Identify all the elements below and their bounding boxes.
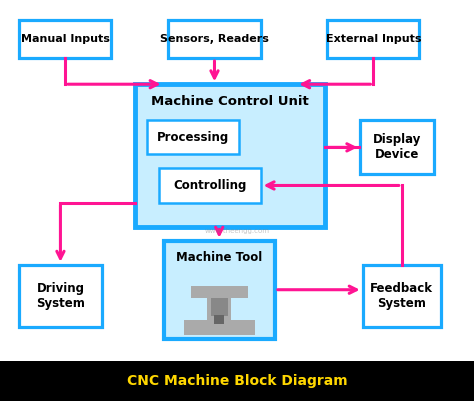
FancyBboxPatch shape (159, 168, 261, 203)
Text: Display
Device: Display Device (373, 134, 421, 161)
Text: Controlling: Controlling (173, 179, 246, 192)
Text: Manual Inputs: Manual Inputs (21, 34, 109, 44)
FancyBboxPatch shape (210, 298, 228, 316)
FancyBboxPatch shape (207, 298, 231, 320)
Text: Machine Control Unit: Machine Control Unit (151, 95, 309, 108)
Text: Feedback
System: Feedback System (370, 282, 433, 310)
Text: Machine Tool: Machine Tool (176, 251, 262, 263)
Text: Driving
System: Driving System (36, 282, 85, 310)
FancyBboxPatch shape (214, 315, 224, 324)
Text: Sensors, Readers: Sensors, Readers (160, 34, 269, 44)
FancyBboxPatch shape (147, 120, 239, 154)
FancyBboxPatch shape (191, 286, 247, 298)
FancyBboxPatch shape (183, 320, 255, 335)
FancyBboxPatch shape (360, 120, 434, 174)
Text: Processing: Processing (157, 131, 229, 144)
FancyBboxPatch shape (135, 84, 325, 227)
FancyBboxPatch shape (19, 265, 102, 327)
Text: www.theengg.com: www.theengg.com (204, 228, 270, 233)
FancyBboxPatch shape (363, 265, 441, 327)
FancyBboxPatch shape (0, 361, 474, 401)
FancyBboxPatch shape (327, 20, 419, 58)
Text: External Inputs: External Inputs (326, 34, 421, 44)
Text: CNC Machine Block Diagram: CNC Machine Block Diagram (127, 374, 347, 388)
FancyBboxPatch shape (19, 20, 111, 58)
FancyBboxPatch shape (164, 241, 275, 339)
FancyBboxPatch shape (168, 20, 261, 58)
